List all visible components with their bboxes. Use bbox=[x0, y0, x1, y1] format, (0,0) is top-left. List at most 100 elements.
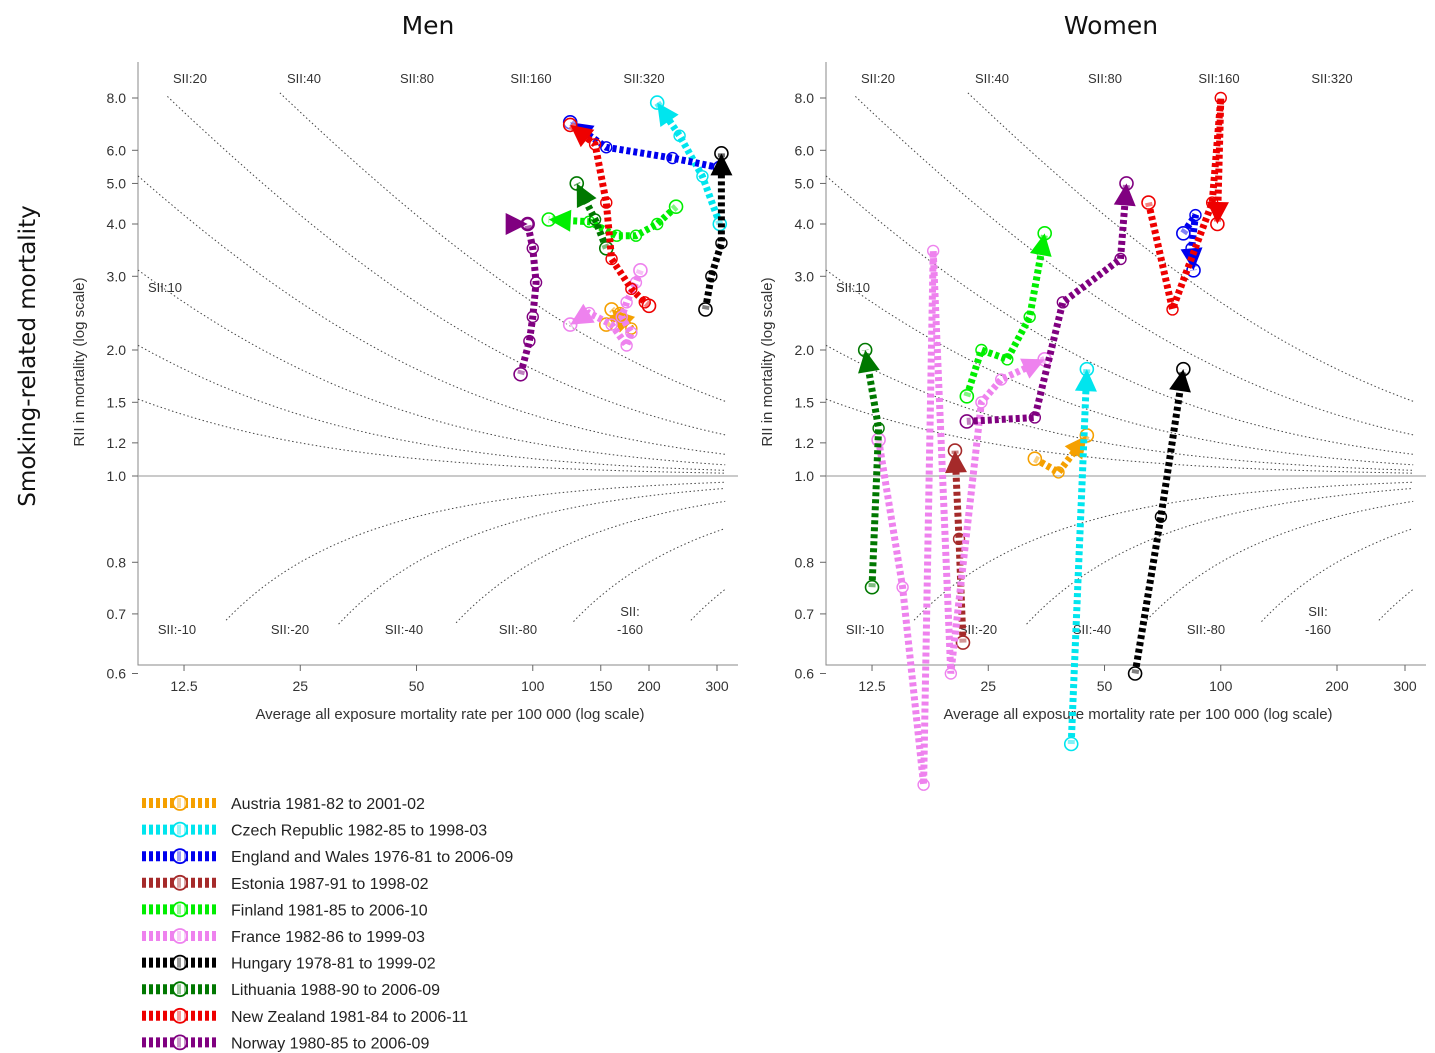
series-hungary bbox=[698, 146, 733, 317]
sii-label-top: SII:20 bbox=[861, 71, 895, 86]
x-tick-label: 100 bbox=[1209, 678, 1233, 694]
data-point bbox=[994, 373, 1008, 386]
series-finland bbox=[959, 226, 1053, 404]
data-point bbox=[588, 213, 602, 226]
series-line bbox=[1067, 369, 1091, 745]
data-point bbox=[944, 667, 958, 680]
sii-label-bottom: SII:-10 bbox=[846, 622, 884, 637]
y-tick-label: 1.5 bbox=[107, 394, 127, 410]
legend-item: France 1982-86 to 1999-03 bbox=[142, 928, 425, 946]
series-norway bbox=[959, 176, 1136, 429]
y-tick-label: 5.0 bbox=[795, 175, 815, 191]
series-new-zealand bbox=[562, 117, 657, 314]
data-point bbox=[1114, 252, 1127, 266]
legend-label: France 1982-86 to 1999-03 bbox=[231, 929, 425, 946]
start-point bbox=[955, 635, 971, 650]
series-estonia bbox=[945, 443, 971, 650]
y-tick-label: 1.0 bbox=[795, 468, 815, 484]
legend-label: Norway 1980-85 to 2006-09 bbox=[231, 1035, 429, 1052]
series-norway bbox=[505, 213, 543, 382]
legend-item: England and Wales 1976-81 to 2006-09 bbox=[142, 848, 513, 866]
legend-item: Czech Republic 1982-85 to 1998-03 bbox=[142, 821, 487, 840]
data-point bbox=[952, 532, 966, 546]
sii-curve bbox=[967, 92, 1414, 402]
x-tick-label: 12.5 bbox=[858, 678, 885, 694]
data-point bbox=[620, 296, 633, 309]
sii-curve bbox=[825, 175, 1414, 455]
data-point bbox=[605, 252, 618, 266]
series-finland bbox=[541, 199, 684, 242]
data-point bbox=[605, 318, 618, 331]
data-point bbox=[872, 422, 885, 435]
sii-label-top: SII:40 bbox=[287, 71, 321, 86]
sii-label-top: SII:80 bbox=[1088, 71, 1122, 86]
data-point bbox=[650, 217, 664, 231]
x-tick-label: 50 bbox=[1097, 678, 1113, 694]
data-point bbox=[1028, 411, 1042, 424]
x-tick-label: 200 bbox=[637, 678, 661, 694]
figure-y-super-label: Smoking-related mortality bbox=[15, 205, 41, 506]
sii-label-side: SII:10 bbox=[836, 280, 870, 295]
series-line bbox=[861, 349, 883, 588]
y-tick-label: 3.0 bbox=[795, 268, 815, 284]
sii-curve bbox=[913, 481, 1414, 621]
series-england-and-wales bbox=[562, 114, 728, 176]
legend-label: England and Wales 1976-81 to 2006-09 bbox=[231, 849, 513, 866]
sii-label-top: SII:320 bbox=[1311, 71, 1352, 86]
data-point bbox=[526, 242, 539, 255]
start-point bbox=[959, 414, 975, 429]
arrowhead bbox=[1169, 369, 1191, 393]
series-lithuania bbox=[569, 176, 614, 256]
x-tick-label: 300 bbox=[1393, 678, 1417, 694]
series-line bbox=[568, 119, 721, 172]
data-point bbox=[1023, 310, 1036, 324]
sii-curve bbox=[225, 481, 726, 621]
legend-item: Estonia 1987-91 to 1998-02 bbox=[142, 874, 429, 893]
series-line bbox=[548, 204, 679, 240]
x-tick-label: 25 bbox=[292, 678, 308, 694]
axes-frame bbox=[825, 62, 1426, 666]
panel-men: Men 0.6 0.7 0.8 1.0 1.2 1.5 2.0 3.0 4.0 5.0 6.0 8.0 1… bbox=[71, 11, 738, 723]
y-tick-label: 1.5 bbox=[795, 394, 815, 410]
y-tick-label: 0.7 bbox=[107, 606, 127, 622]
data-point bbox=[610, 229, 623, 242]
sii-curve bbox=[690, 588, 726, 621]
legend-marker bbox=[172, 1007, 188, 1024]
sii-curve bbox=[167, 96, 726, 436]
legend: Austria 1981-82 to 2001-02 Czech Republic… bbox=[142, 795, 513, 1052]
sii-label-bottom: -160 bbox=[617, 622, 643, 637]
arrowhead bbox=[1206, 201, 1229, 224]
sii-label-top: SII:80 bbox=[400, 71, 434, 86]
data-point bbox=[600, 196, 613, 209]
data-point bbox=[523, 334, 536, 348]
data-point bbox=[625, 326, 638, 339]
legend-marker bbox=[172, 795, 188, 811]
legend-marker bbox=[172, 821, 188, 838]
sii-curve bbox=[825, 344, 1414, 471]
sii-curve bbox=[1378, 588, 1414, 621]
sii-curve bbox=[825, 398, 1414, 474]
start-point bbox=[1141, 195, 1156, 210]
data-point bbox=[1166, 303, 1179, 316]
legend-label: Hungary 1978-81 to 1999-02 bbox=[231, 956, 436, 973]
legend-marker bbox=[172, 928, 188, 944]
series-line bbox=[875, 250, 1047, 786]
sii-label-top: SII:20 bbox=[173, 71, 207, 86]
series-line bbox=[951, 450, 967, 643]
data-point bbox=[1056, 296, 1070, 309]
arrowhead bbox=[945, 450, 967, 474]
data-point bbox=[896, 581, 909, 594]
series-czech-republic bbox=[1063, 361, 1097, 752]
sii-curve bbox=[1026, 488, 1414, 625]
arrowhead bbox=[1029, 233, 1052, 257]
sii-curve bbox=[573, 528, 726, 622]
sii-curve bbox=[137, 398, 726, 474]
series-line bbox=[517, 223, 540, 376]
start-point bbox=[1027, 451, 1043, 466]
sii-curve bbox=[825, 269, 1414, 466]
x-tick-label: 25 bbox=[980, 678, 996, 694]
data-point bbox=[1001, 353, 1014, 366]
data-point bbox=[926, 244, 940, 258]
legend-label: Lithuania 1988-90 to 2006-09 bbox=[231, 982, 440, 999]
